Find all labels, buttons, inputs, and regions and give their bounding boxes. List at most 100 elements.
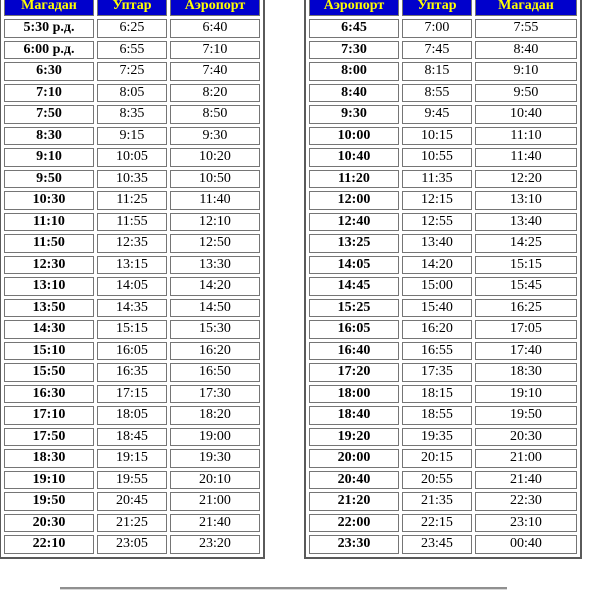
column-header: Аэропорт <box>309 0 399 16</box>
time-cell: 10:20 <box>170 148 260 167</box>
time-cell: 9:45 <box>402 105 472 124</box>
time-cell: 21:25 <box>97 513 167 532</box>
time-cell: 17:20 <box>309 363 399 382</box>
time-cell: 11:25 <box>97 191 167 210</box>
time-cell: 23:05 <box>97 535 167 554</box>
time-cell: 10:05 <box>97 148 167 167</box>
table-body: 6:45 7:00 7:55 7:30 7:45 8:40 8:00 8:15 9:10 8:40… <box>309 19 577 554</box>
time-cell: 18:05 <box>97 406 167 425</box>
time-cell: 16:30 <box>4 384 94 403</box>
time-cell: 19:55 <box>97 470 167 489</box>
horizontal-divider <box>60 586 507 590</box>
time-cell: 23:30 <box>309 535 399 554</box>
time-cell: 10:30 <box>4 191 94 210</box>
schedule-row: 23:30 23:45 00:40 <box>309 535 577 554</box>
time-cell: 13:15 <box>97 255 167 274</box>
schedule-row: 19:10 19:55 20:10 <box>4 470 260 489</box>
time-cell: 14:25 <box>475 234 577 253</box>
time-cell: 22:00 <box>309 513 399 532</box>
time-cell: 14:50 <box>170 298 260 317</box>
time-cell: 21:35 <box>402 492 472 511</box>
schedule-row: 13:25 13:40 14:25 <box>309 234 577 253</box>
time-cell: 11:50 <box>4 234 94 253</box>
time-cell: 12:10 <box>170 212 260 231</box>
time-cell: 6:30 <box>4 62 94 81</box>
time-cell: 00:40 <box>475 535 577 554</box>
schedule-row: 6:30 7:25 7:40 <box>4 62 260 81</box>
time-cell: 20:15 <box>402 449 472 468</box>
timetables-container: Магадан Уптар Аэропорт 5:30 р.д. 6:25 6:40 6:… <box>0 0 582 559</box>
schedule-row: 18:00 18:15 19:10 <box>309 384 577 403</box>
time-cell: 18:00 <box>309 384 399 403</box>
time-cell: 15:00 <box>402 277 472 296</box>
time-cell: 15:15 <box>97 320 167 339</box>
time-cell: 15:50 <box>4 363 94 382</box>
time-cell: 18:20 <box>170 406 260 425</box>
time-cell: 21:20 <box>309 492 399 511</box>
schedule-row: 7:50 8:35 8:50 <box>4 105 260 124</box>
schedule-row: 15:10 16:05 16:20 <box>4 341 260 360</box>
time-cell: 11:20 <box>309 169 399 188</box>
time-cell: 11:55 <box>97 212 167 231</box>
time-cell: 17:15 <box>97 384 167 403</box>
time-cell: 18:30 <box>4 449 94 468</box>
time-cell: 9:30 <box>170 126 260 145</box>
time-cell: 16:20 <box>402 320 472 339</box>
time-cell: 7:10 <box>170 40 260 59</box>
time-cell: 23:20 <box>170 535 260 554</box>
time-cell: 10:15 <box>402 126 472 145</box>
schedule-row: 17:10 18:05 18:20 <box>4 406 260 425</box>
time-cell: 11:40 <box>475 148 577 167</box>
time-cell: 10:00 <box>309 126 399 145</box>
time-cell: 18:30 <box>475 363 577 382</box>
time-cell: 21:40 <box>170 513 260 532</box>
time-cell: 8:30 <box>4 126 94 145</box>
time-cell: 18:40 <box>309 406 399 425</box>
time-cell: 13:30 <box>170 255 260 274</box>
time-cell: 14:05 <box>309 255 399 274</box>
time-cell: 19:50 <box>4 492 94 511</box>
header-row: Магадан Уптар Аэропорт <box>4 0 260 16</box>
time-cell: 13:10 <box>475 191 577 210</box>
time-cell: 11:35 <box>402 169 472 188</box>
schedule-row: 17:20 17:35 18:30 <box>309 363 577 382</box>
schedule-row: 16:05 16:20 17:05 <box>309 320 577 339</box>
time-cell: 14:35 <box>97 298 167 317</box>
time-cell: 13:40 <box>402 234 472 253</box>
time-cell: 16:55 <box>402 341 472 360</box>
schedule-row: 12:00 12:15 13:10 <box>309 191 577 210</box>
schedule-row: 15:25 15:40 16:25 <box>309 298 577 317</box>
schedule-row: 8:40 8:55 9:50 <box>309 83 577 102</box>
time-cell: 19:10 <box>475 384 577 403</box>
time-cell: 10:50 <box>170 169 260 188</box>
time-cell: 13:40 <box>475 212 577 231</box>
time-cell: 16:25 <box>475 298 577 317</box>
time-cell: 19:35 <box>402 427 472 446</box>
time-cell: 20:40 <box>309 470 399 489</box>
time-cell: 13:25 <box>309 234 399 253</box>
time-cell: 20:10 <box>170 470 260 489</box>
schedule-row: 8:30 9:15 9:30 <box>4 126 260 145</box>
time-cell: 12:35 <box>97 234 167 253</box>
time-cell: 19:50 <box>475 406 577 425</box>
time-cell: 8:40 <box>475 40 577 59</box>
schedule-row: 19:20 19:35 20:30 <box>309 427 577 446</box>
time-cell: 18:55 <box>402 406 472 425</box>
schedule-row: 14:05 14:20 15:15 <box>309 255 577 274</box>
time-cell: 18:45 <box>97 427 167 446</box>
time-cell: 20:55 <box>402 470 472 489</box>
time-cell: 9:50 <box>4 169 94 188</box>
schedule-row: 19:50 20:45 21:00 <box>4 492 260 511</box>
time-cell: 6:00 р.д. <box>4 40 94 59</box>
schedule-row: 6:00 р.д. 6:55 7:10 <box>4 40 260 59</box>
time-cell: 13:10 <box>4 277 94 296</box>
time-cell: 19:10 <box>4 470 94 489</box>
time-cell: 8:00 <box>309 62 399 81</box>
time-cell: 7:10 <box>4 83 94 102</box>
schedule-row: 11:10 11:55 12:10 <box>4 212 260 231</box>
schedule-row: 9:30 9:45 10:40 <box>309 105 577 124</box>
time-cell: 6:25 <box>97 19 167 38</box>
time-cell: 16:35 <box>97 363 167 382</box>
time-cell: 17:10 <box>4 406 94 425</box>
time-cell: 7:25 <box>97 62 167 81</box>
